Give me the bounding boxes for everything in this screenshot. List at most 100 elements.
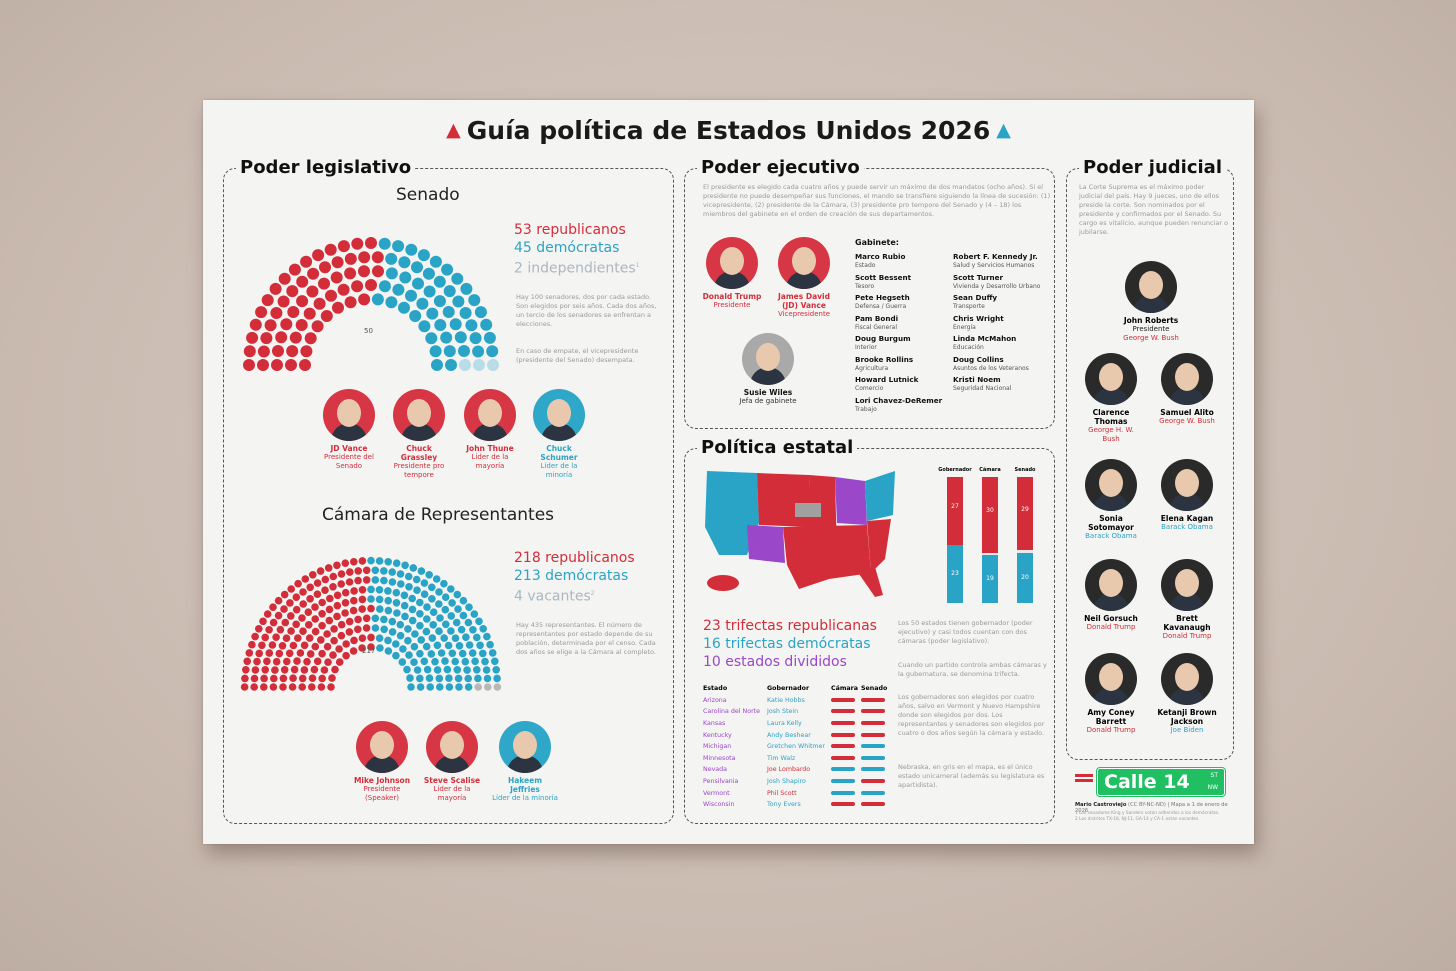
- seat-dem: [453, 590, 462, 599]
- seat-dem: [468, 649, 477, 657]
- seat-rep: [367, 643, 375, 651]
- brand-nw: NW: [1207, 784, 1218, 791]
- bar-label: Gobernador: [938, 467, 972, 473]
- justice-name: Neil Gorsuch: [1084, 614, 1138, 623]
- justice-title: Presidente: [1132, 325, 1170, 333]
- seat-rep: [251, 666, 260, 674]
- seat-dem: [388, 628, 397, 636]
- seat-dem: [416, 649, 424, 658]
- seat-dem: [392, 640, 400, 648]
- seat-dem: [417, 249, 430, 262]
- seat-rep: [365, 279, 377, 291]
- justice-card: Elena Kagan Barack Obama: [1155, 459, 1219, 532]
- seat-rep: [362, 624, 371, 632]
- justice-card: Sonia Sotomayor Barack Obama: [1079, 459, 1143, 541]
- avatar: [323, 389, 375, 441]
- house-counts: 218 republicanos 213 demócratas 4 vacant…: [514, 549, 635, 606]
- person-role: Jefa de gabinete: [739, 397, 797, 405]
- seat-dem: [454, 605, 462, 613]
- bar-dem: 19: [982, 555, 998, 603]
- state-text-3: Los gobernadores son elegidos por cuatro…: [898, 693, 1045, 737]
- justice-name: John Roberts: [1123, 316, 1179, 325]
- seat-dem: [459, 596, 468, 605]
- cabinet-dept: Estado: [855, 262, 876, 269]
- state-name: Arizona: [703, 696, 727, 704]
- seat-rep: [270, 674, 278, 683]
- cabinet-member: Chris Wright Energía: [953, 314, 1004, 332]
- seat-rep: [330, 636, 338, 645]
- seat-rep: [281, 618, 290, 627]
- house-cell: [831, 743, 861, 750]
- seat-dem: [458, 649, 467, 658]
- seat-dem: [409, 310, 422, 322]
- seat-rep: [294, 579, 302, 588]
- table-row: Vermont Phil Scott: [703, 787, 893, 799]
- seat-rep: [285, 359, 297, 371]
- seat-dem: [378, 237, 391, 250]
- seat-dem: [408, 616, 417, 625]
- seat-rep: [345, 578, 354, 586]
- seat-rep: [333, 591, 342, 600]
- justice-nominator: Joe Biden: [1170, 726, 1204, 734]
- seat-rep: [318, 277, 330, 290]
- seat-rep: [362, 576, 371, 584]
- justice-card: Samuel Alito George W. Bush: [1155, 353, 1219, 426]
- seat-dem: [399, 271, 412, 284]
- table-header-cell: Estado: [703, 685, 728, 693]
- seat-dem: [420, 657, 429, 666]
- seat-dem: [448, 599, 456, 607]
- seat-dem: [412, 277, 424, 290]
- seat-dem: [408, 605, 417, 614]
- seat-dem: [388, 568, 396, 576]
- seat-dem: [392, 283, 405, 296]
- governor-name: Joe Lombardo: [767, 766, 811, 774]
- seat-rep: [358, 644, 366, 652]
- table-row: Minnesota Tim Walz: [703, 753, 893, 765]
- governor-name: Andy Beshear: [767, 731, 811, 739]
- person-card: Chuck Schumer Líder de la minoría: [529, 389, 589, 480]
- seat-rep: [260, 683, 268, 691]
- seat-rep: [249, 318, 262, 331]
- seat-rep: [365, 237, 377, 249]
- senate-cell: [861, 732, 891, 739]
- seat-rep: [272, 633, 280, 641]
- seat-rep: [303, 307, 316, 320]
- seat-dem: [385, 267, 398, 280]
- table-row: Arizona Katie Hobbs: [703, 695, 893, 707]
- seat-dem: [384, 647, 393, 655]
- map-southeast: [867, 519, 891, 573]
- seat-rep: [255, 649, 263, 658]
- justice-name: Brett Kavanaugh: [1163, 614, 1211, 632]
- seat-rep: [301, 575, 310, 583]
- cabinet-dept: Defensa / Guerra: [855, 303, 907, 310]
- seat-rep: [317, 683, 326, 691]
- seat-rep: [337, 570, 346, 578]
- seat-rep: [318, 598, 326, 607]
- seat-dem: [428, 583, 436, 592]
- cabinet-dept: Interior: [855, 344, 877, 351]
- justice-nominator: Barack Obama: [1161, 523, 1213, 531]
- seat-dem: [392, 599, 401, 607]
- table-row: Michigan Gretchen Whitmer: [703, 741, 893, 753]
- seat-rep: [279, 683, 287, 691]
- seat-rep: [323, 642, 332, 651]
- seat-rep: [354, 615, 362, 624]
- senate-pill: [861, 779, 885, 784]
- seat-rep: [300, 641, 309, 650]
- seat-rep: [287, 585, 295, 593]
- seat-rep: [280, 666, 289, 674]
- seat-dem: [401, 612, 409, 621]
- seat-rep: [358, 605, 366, 613]
- house-cell: [831, 778, 861, 785]
- seat-rep: [342, 640, 350, 648]
- seat-rep: [350, 636, 358, 645]
- seat-rep: [269, 603, 277, 611]
- seat-rep: [324, 658, 332, 666]
- seat-dem: [385, 296, 398, 309]
- seat-dem: [416, 674, 424, 683]
- table-row: Kansas Laura Kelly: [703, 718, 893, 730]
- seat-dem: [449, 318, 462, 331]
- seat-dem: [437, 649, 446, 657]
- justice-card: Neil Gorsuch Donald Trump: [1079, 559, 1143, 632]
- seat-rep: [243, 359, 255, 371]
